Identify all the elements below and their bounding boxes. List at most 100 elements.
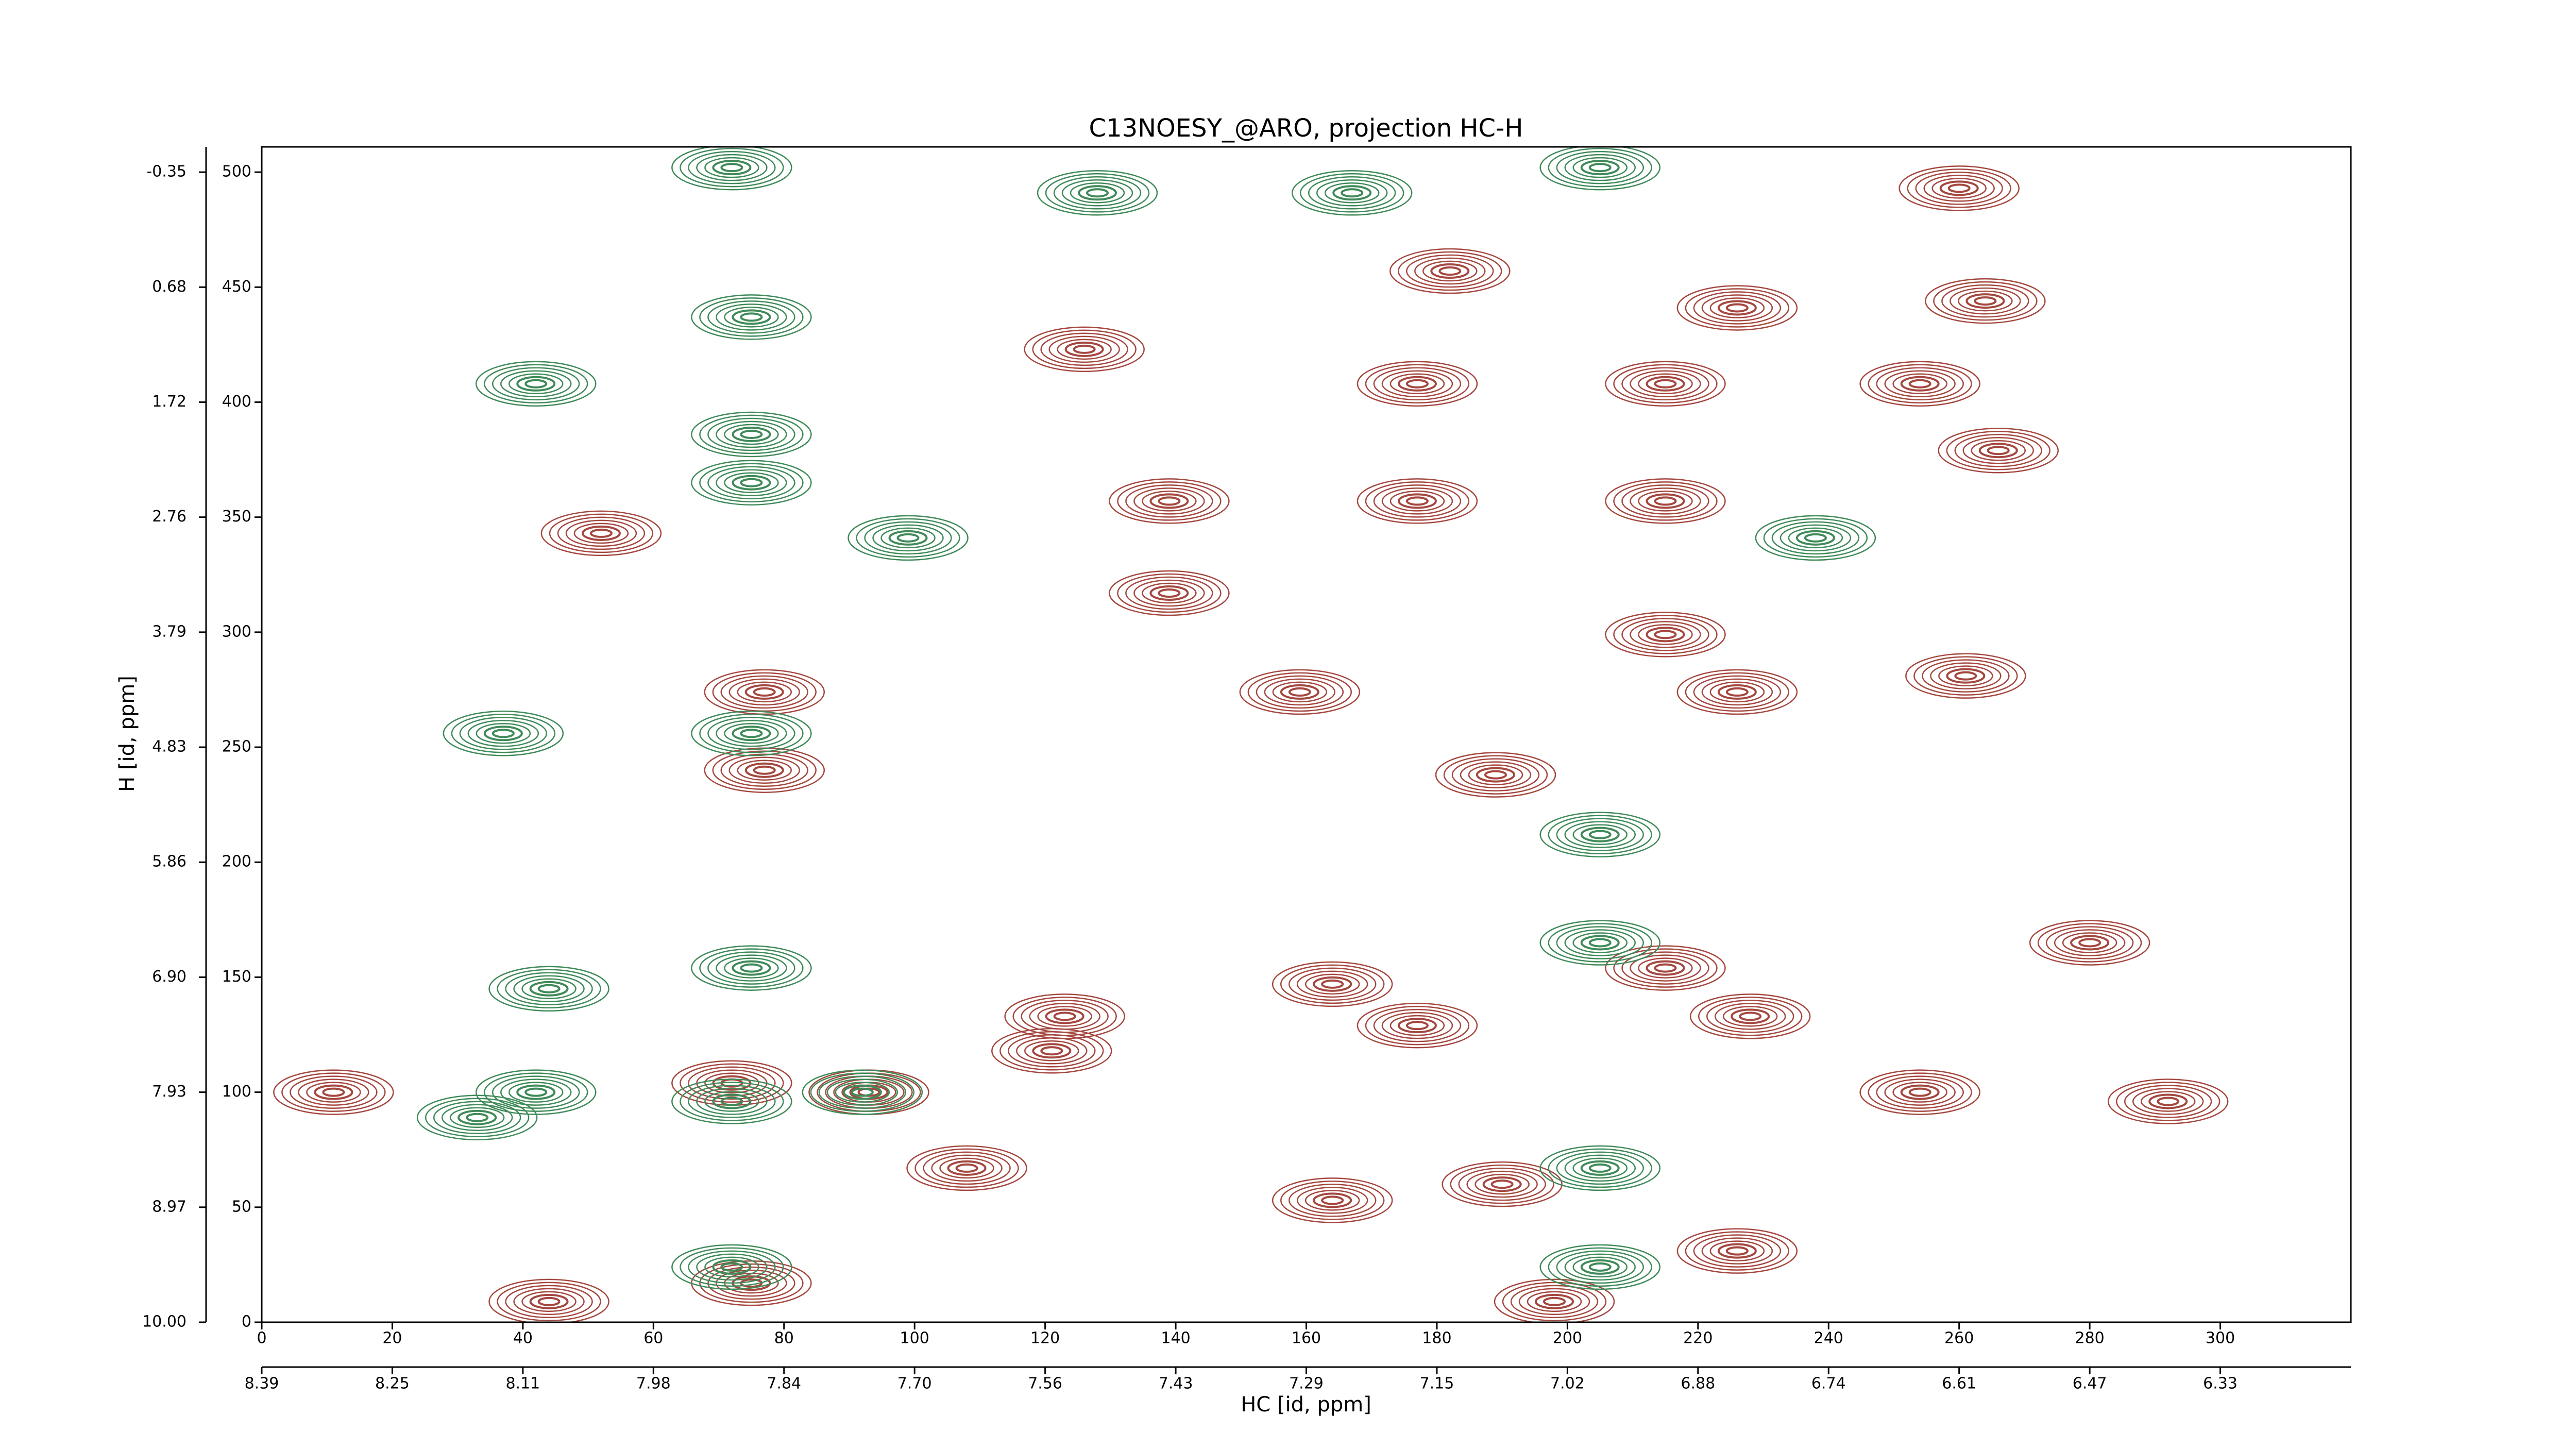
contour-ring bbox=[671, 147, 792, 191]
contour-ring bbox=[1725, 1246, 1749, 1256]
peak bbox=[2107, 1079, 2229, 1124]
contour-ring bbox=[1494, 1278, 1615, 1322]
peak bbox=[1442, 1161, 1563, 1207]
contour-ring bbox=[1638, 957, 1693, 979]
contour-ring bbox=[740, 729, 763, 738]
contour-ring bbox=[322, 1087, 345, 1097]
contour-ring bbox=[1548, 1148, 1652, 1188]
contour-ring bbox=[955, 1163, 978, 1173]
peak bbox=[691, 945, 812, 991]
contour-ring bbox=[1460, 761, 1532, 788]
contour-ring bbox=[1588, 830, 1612, 839]
contour-ring bbox=[1605, 478, 1726, 524]
contour-ring bbox=[732, 726, 771, 742]
contour-ring bbox=[1288, 687, 1311, 697]
contour-ring bbox=[1868, 1072, 1972, 1112]
contour-ring bbox=[1654, 496, 1677, 506]
x-ppm-label: 7.70 bbox=[897, 1375, 932, 1393]
y-ppm-label: -0.35 bbox=[146, 163, 187, 181]
x-ppm-label: 7.15 bbox=[1420, 1375, 1454, 1393]
contour-ring bbox=[508, 1082, 564, 1103]
contour-ring bbox=[521, 1291, 577, 1312]
contour-ring bbox=[744, 762, 784, 778]
contour-ring bbox=[699, 414, 804, 454]
x-ppm-label: 6.47 bbox=[2073, 1375, 2107, 1393]
contour-ring bbox=[1572, 1256, 1628, 1278]
contour-ring bbox=[557, 516, 646, 550]
x-ppm-label: 6.74 bbox=[1811, 1375, 1846, 1393]
contour-ring bbox=[671, 1079, 792, 1124]
contour-ring bbox=[712, 672, 817, 712]
peak bbox=[1755, 515, 1876, 561]
x-tick-label: 120 bbox=[1030, 1329, 1060, 1347]
contour-ring bbox=[1939, 180, 1979, 196]
contour-ring bbox=[298, 1079, 369, 1106]
contour-ring bbox=[1907, 169, 2011, 208]
contour-ring bbox=[737, 760, 792, 781]
contour-ring bbox=[581, 525, 621, 541]
y-ppm-label: 4.83 bbox=[152, 738, 187, 756]
peak bbox=[1357, 1002, 1478, 1049]
contour-ring bbox=[691, 945, 812, 991]
x-ppm-label: 8.25 bbox=[375, 1375, 410, 1393]
peak bbox=[691, 411, 812, 458]
peak bbox=[1689, 993, 1811, 1039]
contour-ring bbox=[1646, 960, 1685, 976]
contour-ring bbox=[671, 1244, 792, 1290]
contour-ring bbox=[1405, 1021, 1429, 1031]
contour-ring bbox=[704, 1256, 759, 1278]
contour-ring bbox=[1556, 818, 1644, 851]
contour-ring bbox=[688, 1066, 776, 1100]
contour-ring bbox=[521, 978, 577, 999]
y-ppm-label: 8.97 bbox=[152, 1198, 187, 1216]
peak bbox=[1357, 478, 1478, 524]
contour-ring bbox=[923, 1151, 1011, 1185]
contour-ring bbox=[716, 304, 787, 331]
contour-ring bbox=[425, 1098, 530, 1137]
x-ppm-label: 6.61 bbox=[1942, 1375, 1976, 1393]
contour-ring bbox=[1580, 1160, 1620, 1176]
contour-ring bbox=[716, 469, 787, 496]
peak bbox=[991, 1028, 1112, 1074]
peak bbox=[1389, 248, 1511, 294]
y-tick-label: 250 bbox=[222, 738, 251, 756]
y-tick-label: 200 bbox=[222, 853, 251, 871]
contour-ring bbox=[1086, 188, 1109, 198]
contour-ring bbox=[712, 750, 817, 790]
contour-ring bbox=[1256, 675, 1344, 709]
x-tick-label: 300 bbox=[2206, 1329, 2235, 1347]
peak bbox=[848, 515, 969, 561]
contour-ring bbox=[1954, 671, 1977, 681]
contour-ring bbox=[851, 1087, 874, 1097]
contour-ring bbox=[505, 972, 593, 1005]
contour-ring bbox=[497, 969, 601, 1008]
contour-ring bbox=[2054, 929, 2126, 956]
contour-ring bbox=[707, 466, 795, 499]
contour-ring bbox=[707, 417, 795, 451]
contour-ring bbox=[1572, 824, 1628, 845]
contour-ring bbox=[1613, 364, 1718, 404]
y-tick-label: 500 bbox=[222, 163, 251, 181]
peak bbox=[1109, 570, 1230, 616]
contour-ring bbox=[728, 678, 800, 706]
contour-ring bbox=[1763, 518, 1868, 558]
contour-ring bbox=[1381, 370, 1453, 398]
peak bbox=[1357, 361, 1478, 407]
contour-ring bbox=[505, 1285, 593, 1319]
contour-ring bbox=[1365, 364, 1470, 404]
contour-ring bbox=[1389, 373, 1445, 395]
contour-ring bbox=[1931, 178, 1987, 199]
contour-ring bbox=[1701, 294, 1773, 322]
contour-ring bbox=[753, 765, 776, 775]
contour-ring bbox=[1048, 335, 1120, 363]
x-tick-label: 20 bbox=[382, 1329, 402, 1347]
contour-ring bbox=[732, 475, 771, 491]
contour-ring bbox=[589, 528, 613, 538]
contour-ring bbox=[1556, 926, 1644, 959]
x-ppm-label: 7.29 bbox=[1289, 1375, 1324, 1393]
contour-ring bbox=[1021, 1000, 1109, 1033]
contour-ring bbox=[1630, 954, 1701, 982]
x-tick-label: 40 bbox=[513, 1329, 533, 1347]
contour-ring bbox=[914, 1148, 1019, 1188]
contour-ring bbox=[740, 478, 763, 487]
